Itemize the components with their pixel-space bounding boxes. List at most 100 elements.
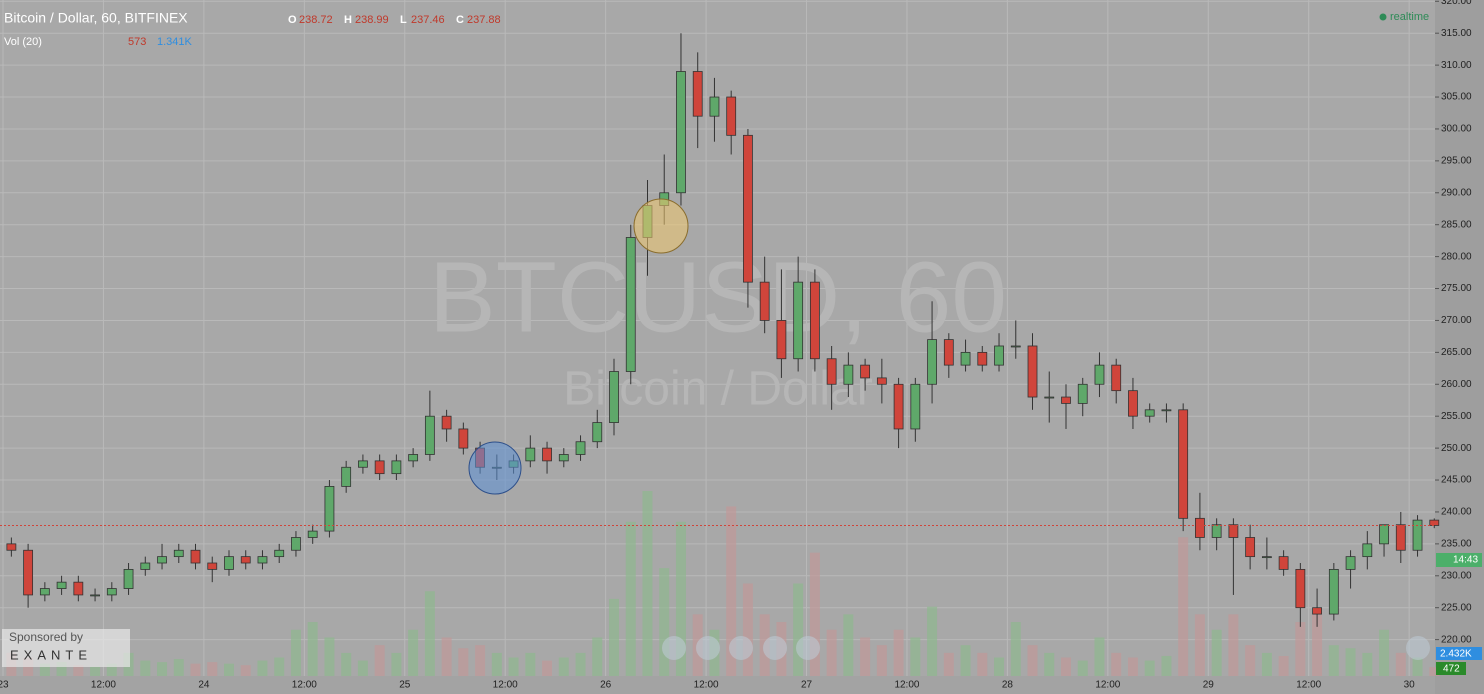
volume-bar [1261,652,1272,676]
candle-body [1027,345,1038,398]
candle-body [1362,543,1373,558]
candle-body [726,96,737,136]
volume-bar [876,645,887,676]
candle-body [1094,364,1105,385]
candle-body [1111,364,1122,392]
volume-bar [659,568,670,676]
volume-bar [90,666,101,676]
candle-body [1261,556,1272,559]
candle-body [291,537,301,551]
zoom-in-button[interactable] [763,636,787,660]
candle-body [157,556,167,564]
candle-body [1379,524,1389,545]
candle-body [1010,345,1021,348]
highlight-circle [468,441,522,495]
zoom-out-button[interactable] [696,636,720,660]
candle-body [1429,519,1440,526]
volume-bar [742,583,753,676]
volume-bar [357,660,368,676]
volume-bar [458,648,469,676]
volume-bar [508,657,519,676]
grid [0,0,1435,676]
price-axis [1435,0,1484,694]
volume-bar [809,552,820,676]
candle-body [341,466,352,487]
volume-bar [1345,648,1356,676]
candle-body [776,320,787,360]
candle-body [73,581,84,596]
candle-body [1245,537,1256,558]
volume-bar [642,491,653,676]
reset-button[interactable] [729,636,753,660]
countdown: 14:43 [1453,555,1478,566]
scroll-left-button[interactable] [662,636,686,660]
candle-body [1295,568,1306,609]
volume-bar [1412,657,1423,676]
volume-bar [592,637,603,676]
candle-body [1161,409,1172,412]
scroll-end-button[interactable] [1406,636,1430,660]
scroll-right-button[interactable] [796,636,820,660]
candle-body [240,556,251,564]
volume-bar [726,506,737,676]
candle-body [257,556,268,564]
volume-bar [575,652,586,676]
candle-body [56,581,67,589]
candle-body [793,281,804,360]
y-tick-label: 270.00 [1441,315,1472,326]
volume-value: 573 [128,36,146,48]
volume-bar [324,637,335,676]
x-tick-label: 27 [801,680,813,691]
x-tick-label: 12:00 [894,680,919,691]
volume-bar [793,583,804,676]
candle-body [960,351,971,366]
volume-bar [1178,537,1189,676]
ohlc-key: L [400,14,407,26]
candle-body [843,364,854,385]
volume-bar [826,629,837,676]
y-tick-label: 320.00 [1441,0,1472,7]
x-tick-label: 28 [1002,680,1014,691]
volume-bar [1278,655,1289,676]
volume-bar [1027,645,1038,676]
x-tick-label: 12:00 [292,680,317,691]
candle-body [977,351,988,366]
volume-bar [173,659,184,676]
x-tick-label: 12:00 [1095,680,1120,691]
y-tick-label: 220.00 [1441,634,1472,645]
candle-body [676,71,686,194]
volume-bar [1111,652,1122,676]
volume-bar [1312,614,1323,676]
volume-bar [558,657,569,676]
volume-bar [609,598,620,676]
x-tick-label: 12:00 [493,680,518,691]
candle-body [1178,409,1189,519]
volume-bar [927,606,938,676]
volume-bar [290,629,301,676]
candle-body [994,345,1004,366]
y-tick-label: 255.00 [1441,411,1472,422]
candle-body [809,281,820,360]
x-tick-label: 24 [198,680,210,691]
volume-bar [1362,652,1373,676]
x-tick-label: 23 [0,680,9,691]
volume-bar [441,637,452,676]
volume-bar [374,645,385,676]
volume-bar [1379,629,1390,676]
candle-body [140,562,151,570]
candle-body [173,549,184,558]
candle-body [1144,409,1155,417]
candle-body [358,460,368,468]
candle-body [558,454,569,462]
time-axis [0,676,1435,694]
ohlc-value: 237.88 [467,14,501,26]
candle-body [1128,390,1138,417]
candle-body [207,562,218,570]
y-tick-label: 290.00 [1441,187,1472,198]
y-tick-label: 265.00 [1441,347,1472,358]
candle-body [106,588,117,596]
volume-bar [307,622,318,676]
x-tick-label: 12:00 [694,680,719,691]
